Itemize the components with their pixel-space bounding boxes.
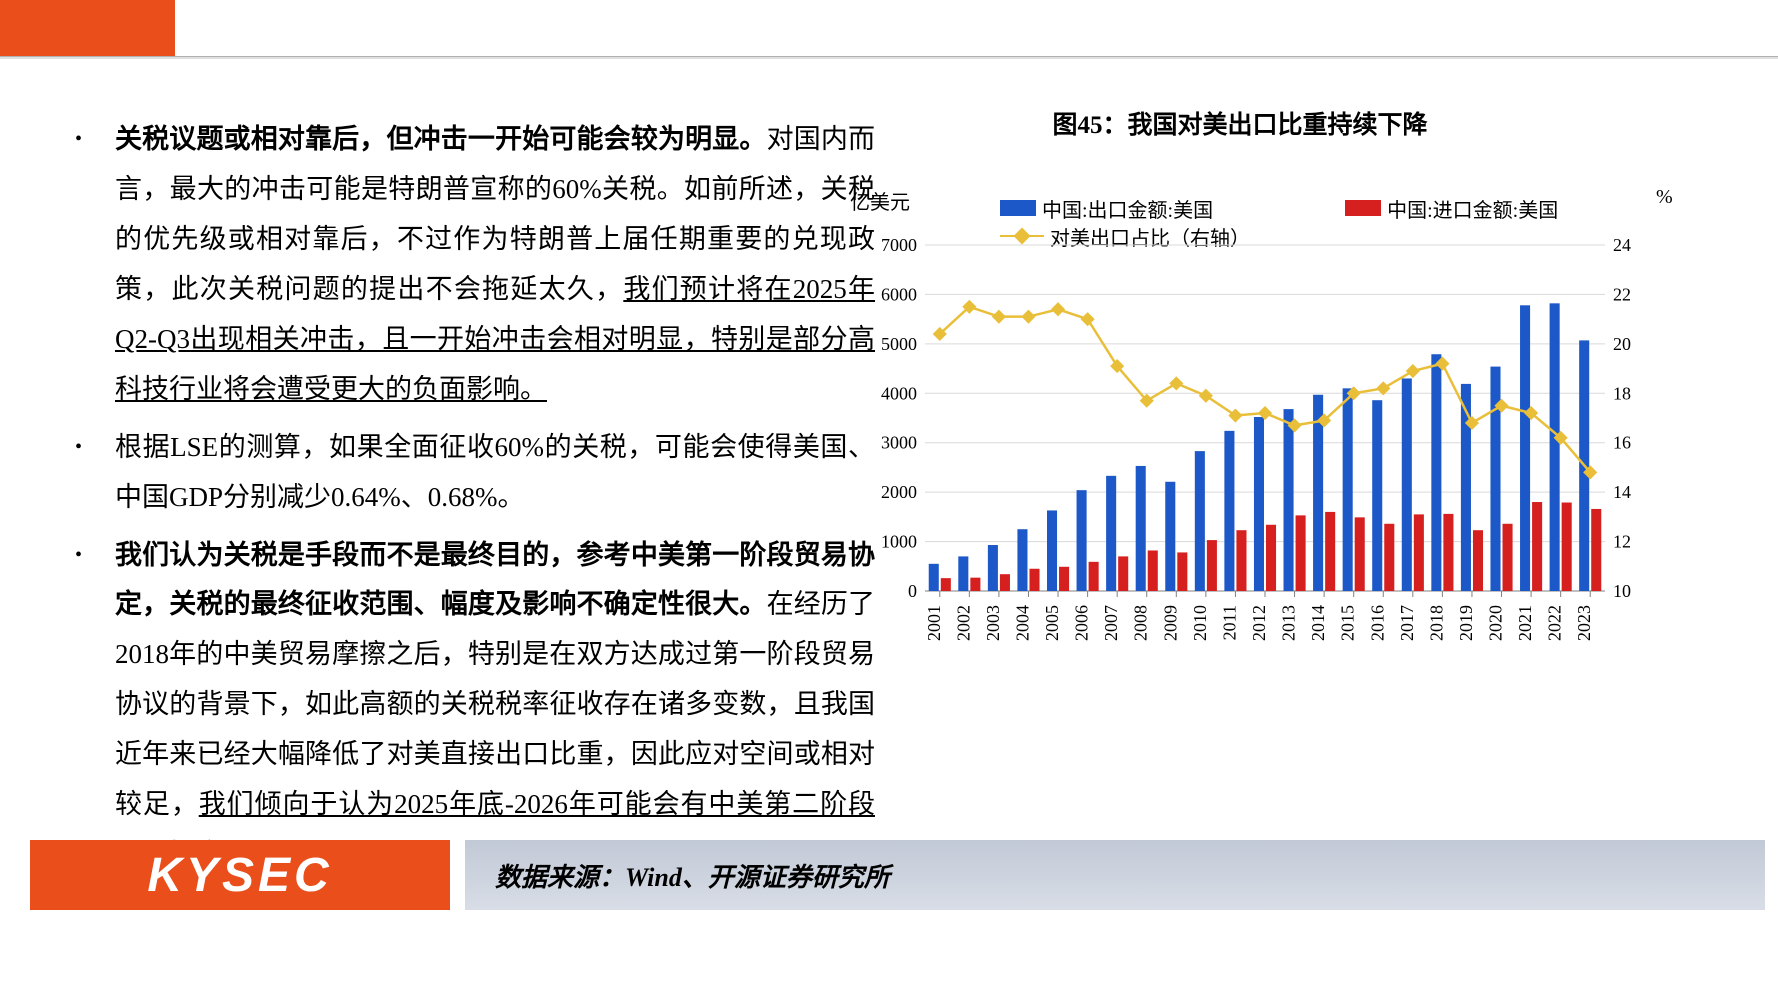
svg-text:2001: 2001 — [924, 605, 944, 641]
svg-text:20: 20 — [1613, 334, 1631, 354]
svg-text:2004: 2004 — [1012, 605, 1032, 641]
svg-text:2022: 2022 — [1545, 605, 1565, 641]
svg-text:7000: 7000 — [881, 235, 917, 255]
svg-text:12: 12 — [1613, 532, 1631, 552]
svg-text:2002: 2002 — [953, 605, 973, 641]
chart-title: 图45：我国对美出口比重持续下降 — [900, 105, 1580, 141]
svg-text:2005: 2005 — [1042, 605, 1062, 641]
svg-text:0: 0 — [908, 581, 917, 601]
svg-text:2010: 2010 — [1190, 605, 1210, 641]
svg-text:3000: 3000 — [881, 433, 917, 453]
svg-text:24: 24 — [1613, 235, 1631, 255]
svg-text:2017: 2017 — [1397, 605, 1417, 641]
b3-lead: 我们认为关税是手段而不是最终目的，参考中美第一阶段贸易协定，关税的最终征收范围、… — [115, 540, 875, 620]
header-accent — [0, 0, 175, 56]
svg-text:2016: 2016 — [1367, 605, 1387, 641]
svg-text:6000: 6000 — [881, 284, 917, 304]
svg-text:2015: 2015 — [1338, 605, 1358, 641]
svg-text:10: 10 — [1613, 581, 1631, 601]
svg-text:2021: 2021 — [1515, 605, 1535, 641]
svg-text:2006: 2006 — [1072, 605, 1092, 641]
svg-text:2007: 2007 — [1101, 605, 1121, 641]
svg-text:2018: 2018 — [1426, 605, 1446, 641]
body-text-block: • 关税议题或相对靠后，但冲击一开始可能会较为明显。对国内而言，最大的冲击可能是… — [75, 115, 875, 888]
svg-text:2003: 2003 — [983, 605, 1003, 641]
svg-text:2012: 2012 — [1249, 605, 1269, 641]
b1-lead: 关税议题或相对靠后，但冲击一开始可能会较为明显。 — [115, 124, 767, 154]
b3-plain: 在经历了2018年的中美贸易摩擦之后，特别是在双方达成过第一阶段贸易协议的背景下… — [115, 589, 875, 819]
bullet-1: • 关税议题或相对靠后，但冲击一开始可能会较为明显。对国内而言，最大的冲击可能是… — [75, 115, 875, 415]
b2-plain: 根据LSE的测算，如果全面征收60%的关税，可能会使得美国、中国GDP分别减少0… — [115, 432, 875, 512]
svg-text:16: 16 — [1613, 433, 1631, 453]
svg-text:1000: 1000 — [881, 532, 917, 552]
svg-text:2000: 2000 — [881, 482, 917, 502]
bullet-2: • 根据LSE的测算，如果全面征收60%的关税，可能会使得美国、中国GDP分别减… — [75, 423, 875, 523]
svg-text:2020: 2020 — [1486, 605, 1506, 641]
svg-text:18: 18 — [1613, 383, 1631, 403]
svg-text:2014: 2014 — [1308, 605, 1328, 641]
svg-text:2011: 2011 — [1219, 605, 1239, 640]
svg-text:4000: 4000 — [881, 383, 917, 403]
chart-svg: 0 1000 2000 3000 4000 5000 6000 7000 10 12 14 16 18 2… — [870, 175, 1660, 661]
svg-text:5000: 5000 — [881, 334, 917, 354]
svg-text:2013: 2013 — [1279, 605, 1299, 641]
brand-logo: KYSEC — [30, 840, 450, 910]
svg-text:2019: 2019 — [1456, 605, 1476, 641]
data-source-text: 数据来源：Wind、开源证券研究所 — [495, 857, 890, 894]
header-rule — [0, 56, 1778, 59]
svg-text:22: 22 — [1613, 284, 1631, 304]
svg-text:2008: 2008 — [1131, 605, 1151, 641]
svg-text:2009: 2009 — [1160, 605, 1180, 641]
svg-text:14: 14 — [1613, 482, 1631, 502]
bullet-3: • 我们认为关税是手段而不是最终目的，参考中美第一阶段贸易协定，关税的最终征收范… — [75, 531, 875, 881]
svg-text:2023: 2023 — [1574, 605, 1594, 641]
chart-container: 0 1000 2000 3000 4000 5000 6000 7000 10 12 14 16 18 2… — [870, 175, 1660, 661]
data-source-bar: 数据来源：Wind、开源证券研究所 — [465, 840, 1765, 910]
